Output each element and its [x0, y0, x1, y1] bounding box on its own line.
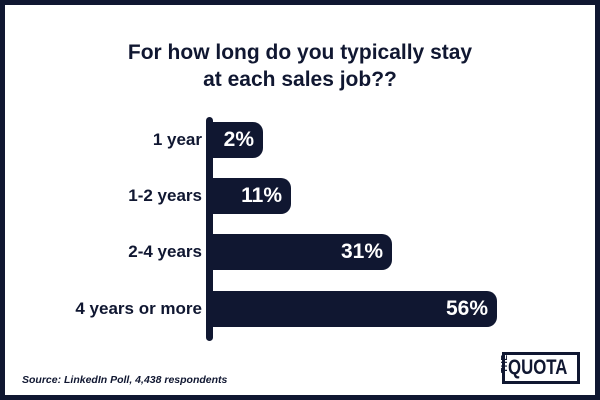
source-note: Source: LinkedIn Poll, 4,438 respondents: [22, 374, 228, 386]
bar-1-year: 2%: [207, 122, 263, 158]
bar-1-2-years: 11%: [207, 178, 291, 214]
bar-4-years-or-more: 56%: [207, 291, 497, 327]
category-label: 2-4 years: [128, 242, 202, 261]
value-label: 31%: [340, 240, 383, 263]
value-label: 11%: [241, 184, 282, 207]
bar-row-4-years-or-more: 4 years or more 56%: [5, 291, 595, 327]
value-label: 2%: [223, 128, 254, 151]
bar-row-2-4-years: 2-4 years 31%: [5, 234, 595, 270]
chart-title: For how long do you typically stay at ea…: [5, 39, 595, 93]
y-axis-line: [206, 117, 213, 341]
bar-2-4-years: 31%: [207, 234, 392, 270]
category-label: 1-2 years: [128, 186, 202, 205]
logo-quota-text: QUOTA: [508, 356, 568, 379]
bar-row-1-year: 1 year 2%: [5, 122, 595, 158]
category-label: 1 year: [152, 130, 202, 149]
the-quota-logo: THE QUOTA: [499, 352, 580, 384]
chart-title-line2: at each sales job??: [203, 68, 397, 91]
bar-row-1-2-years: 1-2 years 11%: [5, 178, 595, 214]
category-label: 4 years or more: [75, 299, 202, 318]
chart-title-line1: For how long do you typically stay: [127, 41, 473, 64]
value-label: 56%: [445, 297, 488, 320]
